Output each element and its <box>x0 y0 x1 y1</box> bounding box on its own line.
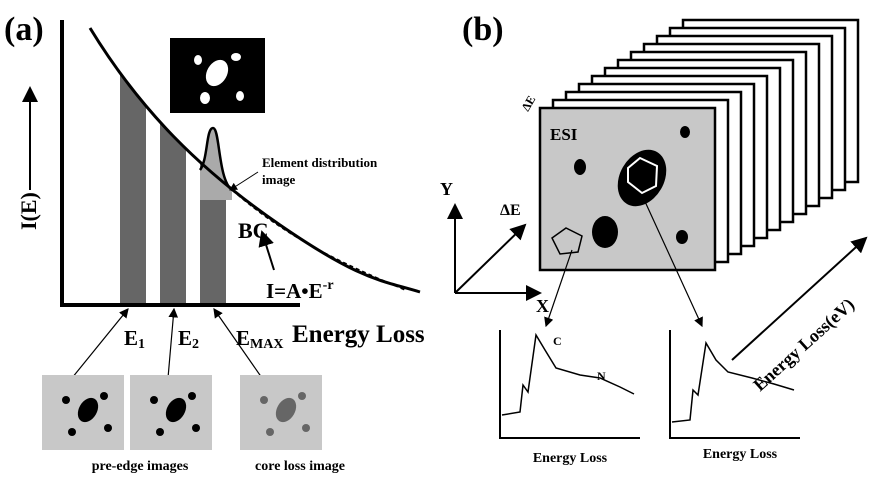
stack-axis-label: Energy Loss(eV) <box>749 294 859 396</box>
panel-label: (a) <box>4 11 44 48</box>
peak-c: C <box>553 334 562 348</box>
pre-edge-label: pre-edge images <box>92 459 189 474</box>
y-axis-label: I(E) <box>16 192 41 230</box>
window-arrows <box>72 309 262 378</box>
spectrum-x-label: Energy Loss <box>703 447 778 462</box>
svg-text:EMAX: EMAX <box>236 326 283 352</box>
core-loss-label: core loss image <box>255 459 345 474</box>
svg-text:E1: E1 <box>124 326 145 352</box>
thumbnails <box>42 375 322 450</box>
svg-text:E2: E2 <box>178 326 199 352</box>
axis-x: X <box>536 296 549 316</box>
esi-label: ESI <box>550 125 578 144</box>
x-axis-label: Energy Loss <box>292 321 425 348</box>
coordinate-axes <box>455 205 540 293</box>
stack-delta-e: ΔE <box>518 93 538 113</box>
formula: I=A•E-r <box>266 278 334 303</box>
panel-label: (b) <box>462 11 504 48</box>
edi-arrow <box>230 172 258 190</box>
axis-y: Y <box>440 179 453 199</box>
energy-labels: E1 E2 EMAX <box>124 326 283 352</box>
figure: (a) I(E) Element distributionimage BC I=… <box>0 0 872 482</box>
axis-delta-e: ΔE <box>500 202 521 219</box>
peak-n: N <box>597 369 606 383</box>
edge-peak-fill <box>200 128 232 200</box>
spectrum-x-label: Energy Loss <box>533 451 608 466</box>
